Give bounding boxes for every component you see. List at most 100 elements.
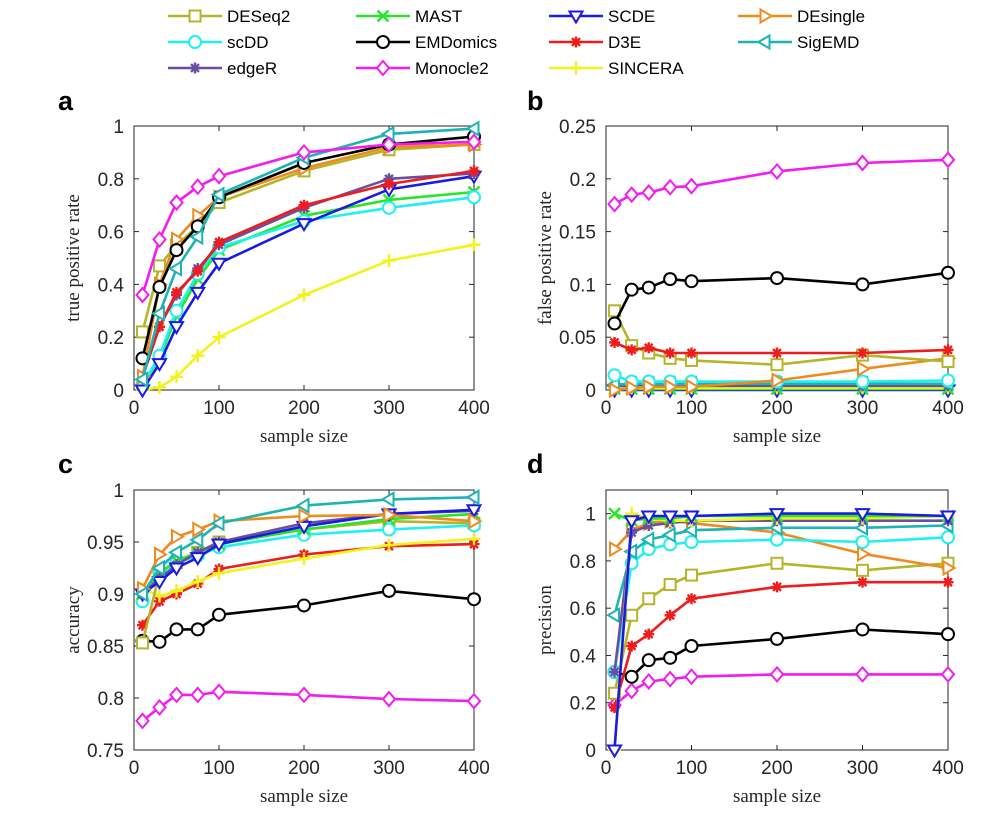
data-point-emdomics: [467, 592, 481, 607]
series-group: [606, 507, 957, 759]
data-point-desingle: [664, 378, 679, 396]
data-point-monocle2: [662, 670, 678, 688]
data-point-monocle2: [940, 665, 956, 683]
y-axis-label: true positive rate: [63, 194, 84, 322]
data-point-emdomics: [152, 634, 167, 649]
data-point-d3e: [626, 640, 638, 652]
data-point-d3e: [664, 347, 676, 359]
data-point-scde: [465, 504, 483, 519]
x-tick-label: 0: [601, 758, 612, 779]
data-point-emdomics: [941, 627, 955, 642]
data-point-emdomics: [663, 650, 678, 665]
data-point-emdomics: [169, 622, 184, 637]
series-line-d3e: [141, 169, 475, 378]
data-point-scde: [210, 257, 228, 272]
panel-a: a 0 100 200 300 400 0 0.2 0.4 0.6 0.8 1 sample size t…: [58, 86, 490, 447]
data-point-d3e: [664, 609, 676, 621]
x-tick-label: 0: [129, 398, 140, 419]
data-point-emdomics: [663, 272, 678, 287]
data-point-d3e: [383, 178, 395, 190]
data-point-sincera: [191, 349, 205, 363]
data-point-d3e: [213, 236, 225, 248]
data-point-scde: [189, 286, 207, 301]
legend-marker-d3e: [570, 36, 582, 48]
x-tick-label: 100: [203, 398, 235, 419]
data-point-mast: [608, 507, 621, 520]
data-point-desingle: [609, 540, 624, 558]
data-point-scde: [295, 218, 313, 233]
y-tick-label: 0.4: [98, 275, 125, 296]
legend-entry-scde: SCDE: [549, 7, 655, 26]
y-tick-label: 0.25: [559, 117, 596, 138]
data-point-sigemd: [465, 120, 480, 137]
series-deseq2: [608, 556, 955, 700]
data-point-scde: [623, 515, 640, 530]
series-emdomics: [607, 265, 955, 331]
series-line-monocle2: [613, 158, 949, 206]
data-point-sigemd: [134, 371, 148, 388]
legend-entry-deseq2: DESeq2: [168, 7, 290, 26]
data-point-monocle2: [684, 177, 699, 195]
y-tick-label: 0.8: [570, 552, 596, 573]
legend-entry-mast: MAST: [356, 7, 462, 26]
data-point-scdd: [770, 532, 784, 547]
series-emdomics: [135, 583, 481, 649]
data-point-d3e: [686, 347, 697, 359]
legend-entry-d3e: D3E: [549, 33, 641, 52]
y-axis-label: false positive rate: [535, 191, 556, 325]
data-point-d3e: [857, 347, 868, 359]
series-line-d3e: [613, 341, 949, 355]
data-point-scdd: [607, 368, 622, 383]
data-point-scdd: [684, 535, 699, 549]
data-point-scde: [683, 510, 700, 525]
y-tick-label: 0.2: [570, 694, 596, 715]
data-point-desingle: [643, 378, 658, 396]
x-axis-label: sample size: [260, 426, 348, 447]
data-point-monocle2: [641, 183, 657, 202]
data-point-sigemd: [380, 491, 395, 508]
series-line-desingle: [141, 143, 475, 378]
data-point-scde: [168, 321, 185, 336]
data-point-emdomics: [684, 274, 699, 289]
data-point-scde: [134, 384, 151, 399]
data-point-deseq2: [136, 636, 149, 650]
series-line-emdomics: [142, 589, 475, 644]
legend-entry-monocle2: Monocle2: [356, 59, 489, 78]
legend-label-desingle: DEsingle: [797, 7, 865, 26]
legend-entry-edger: edgeR: [168, 59, 277, 78]
data-point-sincera: [153, 380, 166, 394]
data-point-emdomics: [641, 280, 656, 295]
data-point-d3e: [643, 342, 655, 354]
data-point-sincera: [297, 288, 311, 302]
y-tick-label: 0.9: [98, 585, 124, 606]
legend-marker-mast: [376, 9, 390, 23]
series-monocle2: [607, 665, 956, 714]
y-tick-label: 0.4: [570, 646, 597, 667]
legend-entry-sincera: SINCERA: [549, 59, 684, 78]
panel-label: c: [58, 449, 73, 479]
data-point-monocle2: [662, 178, 678, 196]
panel-b: b 0 100 200 300 400 0 0.05 0.1 0.15 0.2 0.25 sample …: [527, 86, 964, 447]
data-point-emdomics: [684, 639, 699, 653]
legend-label-mast: MAST: [415, 7, 462, 26]
x-tick-label: 100: [676, 758, 708, 779]
data-point-sigemd: [134, 585, 148, 603]
x-tick-label: 200: [761, 758, 793, 779]
data-point-monocle2: [466, 692, 482, 710]
series-sincera: [136, 238, 481, 397]
x-tick-label: 300: [373, 758, 405, 779]
data-point-monocle2: [624, 682, 639, 700]
data-point-emdomics: [941, 265, 955, 280]
series-monocle2: [135, 133, 482, 304]
data-point-sigemd: [210, 186, 225, 203]
y-axis-label: precision: [535, 585, 556, 655]
data-point-monocle2: [855, 154, 870, 172]
data-point-desingle: [171, 528, 185, 546]
data-point-deseq2: [770, 358, 784, 372]
data-point-sincera: [467, 238, 481, 252]
data-point-emdomics: [152, 280, 167, 295]
legend-entry-emdomics: EMDomics: [356, 33, 497, 52]
data-point-monocle2: [135, 712, 150, 730]
y-tick-label: 0.2: [98, 328, 124, 349]
